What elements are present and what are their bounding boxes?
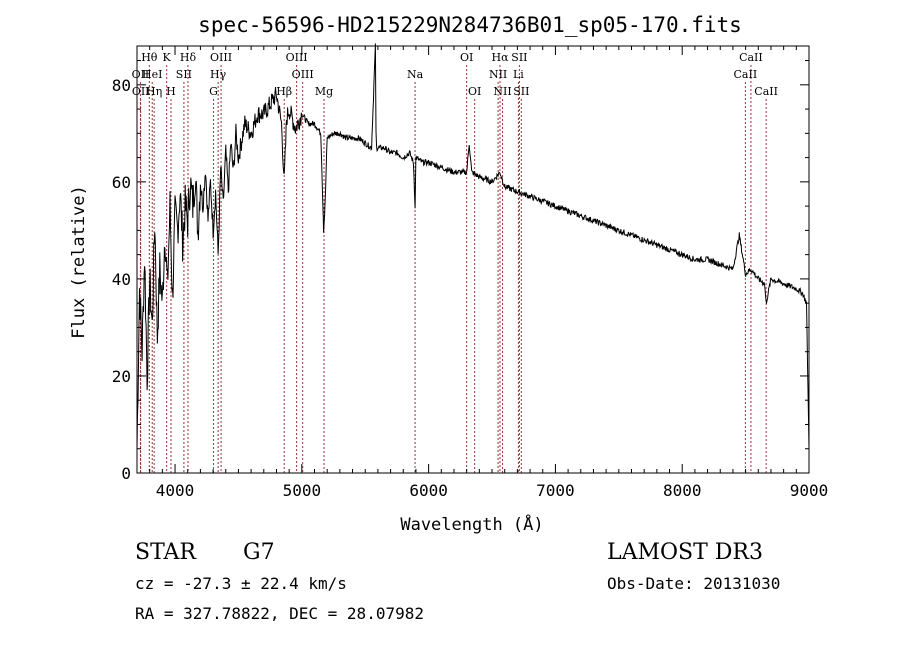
line-label: OI — [460, 51, 473, 64]
line-label: K — [163, 51, 172, 64]
line-label: Na — [407, 68, 424, 81]
y-axis: 0 20 40 60 80 — [112, 60, 809, 483]
line-label: SII — [176, 68, 192, 81]
chart-title: spec-56596-HD215229N284736B01_sp05-170.f… — [198, 13, 742, 37]
object-class: STAR — [135, 540, 196, 565]
line-label: NII — [489, 68, 507, 81]
plot-frame — [136, 45, 810, 474]
object-subclass: G7 — [243, 540, 275, 565]
x-tick-label: 9000 — [790, 481, 829, 500]
line-label: Hη — [146, 85, 162, 98]
line-label: H — [166, 85, 176, 98]
x-tick-label: 8000 — [663, 481, 702, 500]
x-tick-label: 5000 — [283, 481, 322, 500]
sky-coordinates: RA = 327.78822, DEC = 28.07982 — [135, 604, 424, 623]
line-label: CaII — [739, 51, 763, 64]
line-label: Mg — [315, 85, 333, 98]
line-label: OIII — [286, 51, 308, 64]
survey-name: LAMOST DR3 — [607, 540, 763, 565]
line-label: OII — [132, 68, 150, 81]
y-tick-label: 40 — [112, 270, 131, 289]
line-label: OII — [132, 85, 150, 98]
line-label: Hβ — [276, 85, 292, 98]
x-tick-label: 4000 — [156, 481, 195, 500]
spectrum-line — [136, 43, 810, 450]
line-label: HeI — [142, 68, 162, 81]
line-label: NII — [493, 85, 511, 98]
line-label: SII — [511, 51, 527, 64]
observation-date: Obs-Date: 20131030 — [607, 574, 781, 593]
line-label: OI — [468, 85, 481, 98]
line-label: CaII — [754, 85, 778, 98]
y-tick-label: 80 — [112, 76, 131, 95]
redshift-velocity: cz = -27.3 ± 22.4 km/s — [135, 574, 347, 593]
line-label: SII — [513, 85, 529, 98]
y-tick-label: 0 — [121, 464, 131, 483]
line-label: G — [209, 85, 218, 98]
y-tick-label: 20 — [112, 367, 131, 386]
line-markers — [139, 65, 767, 473]
x-tick-label: 7000 — [536, 481, 575, 500]
x-axis: 4000 5000 6000 7000 8000 9000 — [136, 46, 829, 500]
line-label: Li — [513, 68, 524, 81]
y-axis-label: Flux (relative) — [69, 185, 89, 339]
line-label: Hα — [491, 51, 509, 64]
x-tick-label: 6000 — [409, 481, 448, 500]
y-tick-label: 60 — [112, 173, 131, 192]
x-axis-label: Wavelength (Å) — [400, 513, 543, 535]
line-label: OIII — [292, 68, 314, 81]
line-label: CaII — [734, 68, 758, 81]
line-label: Hθ — [141, 51, 158, 64]
line-label: Hδ — [180, 51, 197, 64]
spectrum-series — [136, 43, 810, 450]
line-label: Hγ — [210, 68, 227, 81]
line-label: OIII — [210, 51, 232, 64]
